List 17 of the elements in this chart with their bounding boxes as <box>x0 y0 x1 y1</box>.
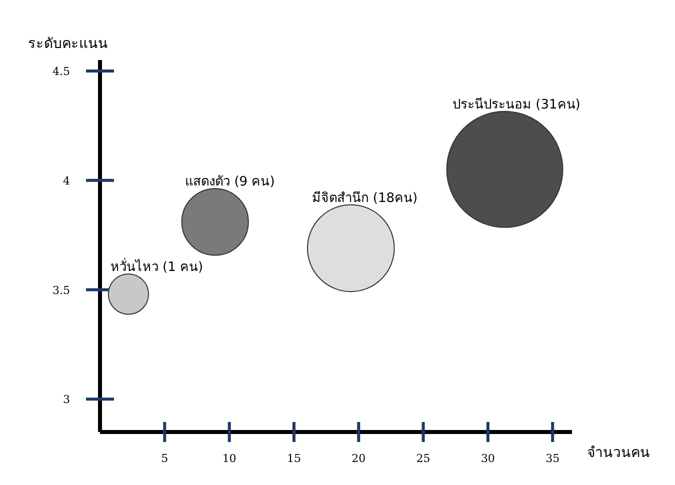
x-tick-label: 20 <box>352 452 366 465</box>
x-tick-label: 30 <box>480 452 495 465</box>
y-tick-label: 3 <box>63 393 70 406</box>
x-tick-label: 35 <box>546 452 560 465</box>
x-tick-label: 15 <box>286 452 301 465</box>
series-label: หวั่นไหว (1 คน) <box>110 258 204 276</box>
series-label: ประนีประนอม (31คน) <box>452 96 580 112</box>
x-tick-label: 10 <box>222 452 236 465</box>
series-label: มีจิตสำนึก (18คน) <box>312 190 418 206</box>
y-tick-label: 4.5 <box>52 64 70 78</box>
x-tick-label: 5 <box>161 452 168 465</box>
y-tick-label: 3.5 <box>52 284 70 297</box>
x-axis-title: จำนวนคน <box>587 445 650 461</box>
series-label: แสดงตัว (9 คน) <box>185 174 275 190</box>
y-axis-title: ระดับคะแนน <box>28 36 108 52</box>
y-tick-label: 4 <box>63 174 70 188</box>
x-tick-label: 25 <box>416 452 430 465</box>
